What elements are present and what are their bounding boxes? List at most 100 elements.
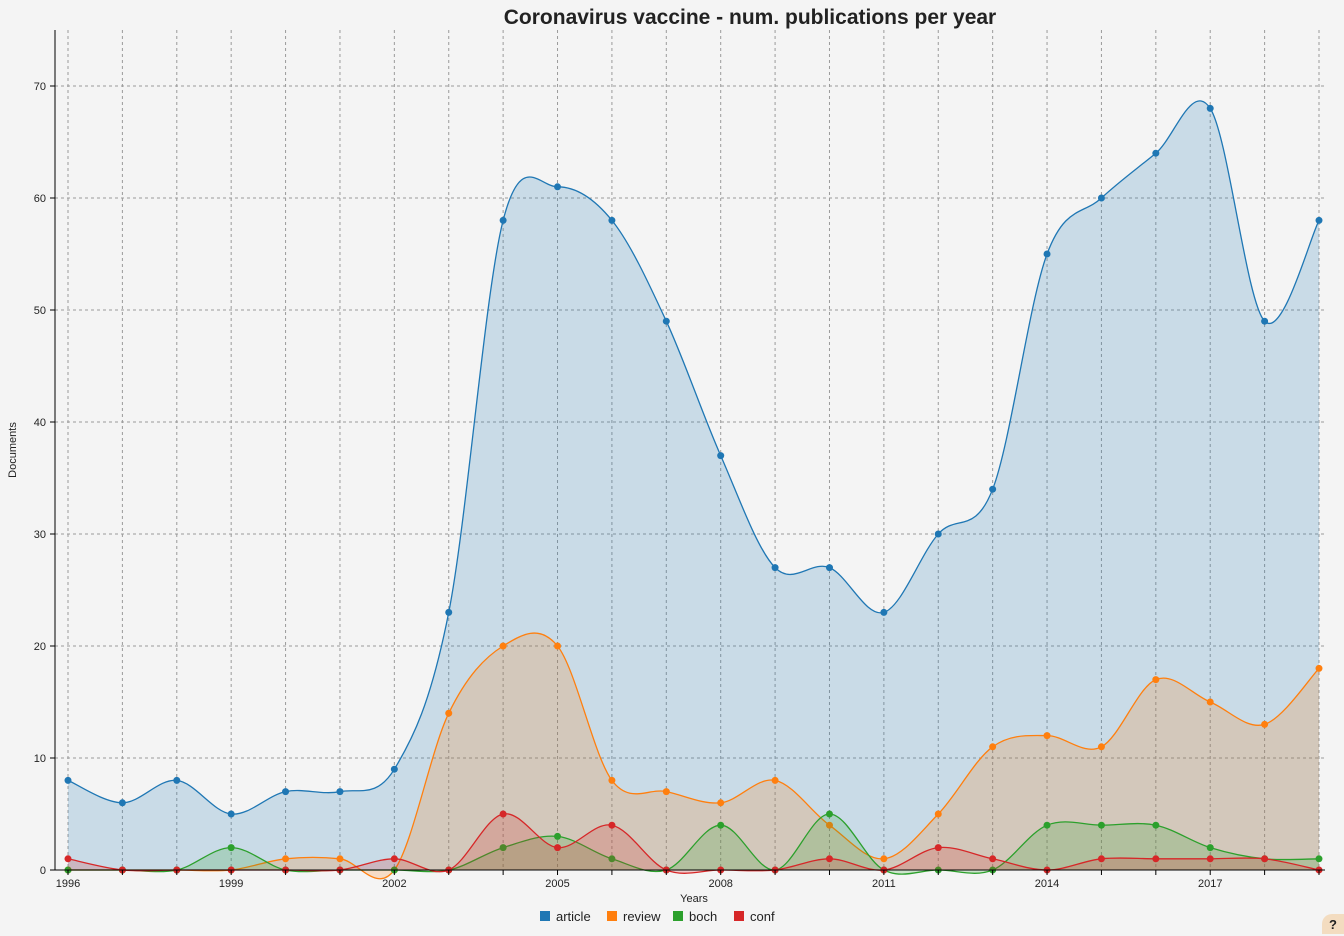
data-point-review[interactable] [608, 776, 616, 784]
help-button[interactable]: ? [1322, 914, 1344, 934]
series-layer [64, 100, 1323, 880]
ticks: 0 10 20 30 40 50 60 70 1996 1999 2002 2005 2008 2011 2… [34, 81, 1320, 890]
data-point-review[interactable] [880, 855, 888, 863]
series-area-review [68, 633, 1319, 879]
data-point-review[interactable] [1206, 698, 1214, 706]
data-point-boch[interactable] [608, 855, 616, 863]
data-point-article[interactable] [717, 452, 725, 460]
grid [55, 30, 1325, 870]
legend-item-boch[interactable]: boch [673, 909, 717, 924]
data-point-article[interactable] [445, 608, 453, 616]
series-line-article [67, 100, 1320, 815]
series-area-article [68, 100, 1319, 870]
x-tick-label: 2005 [545, 878, 569, 890]
data-point-article[interactable] [499, 216, 507, 224]
y-tick-label: 20 [34, 641, 46, 653]
data-point-conf[interactable] [989, 855, 997, 863]
legend-label: review [623, 909, 661, 924]
data-point-article[interactable] [989, 485, 997, 493]
data-point-article[interactable] [1261, 317, 1269, 325]
data-point-boch[interactable] [717, 821, 725, 829]
data-point-review[interactable] [445, 709, 453, 717]
x-tick-label: 2002 [382, 878, 406, 890]
data-point-conf[interactable] [934, 844, 942, 852]
data-point-review[interactable] [1043, 732, 1051, 740]
x-tick-label: 2014 [1035, 878, 1059, 890]
data-point-conf[interactable] [390, 855, 398, 863]
data-point-review[interactable] [1152, 676, 1160, 684]
data-point-article[interactable] [662, 317, 670, 325]
data-point-boch[interactable] [1206, 844, 1214, 852]
data-point-boch[interactable] [825, 810, 833, 818]
data-point-boch[interactable] [1315, 855, 1323, 863]
data-point-boch[interactable] [499, 844, 507, 852]
data-point-article[interactable] [608, 216, 616, 224]
x-tick-label: 2017 [1198, 878, 1222, 890]
data-point-conf[interactable] [64, 855, 72, 863]
legend-item-article[interactable]: article [540, 909, 591, 924]
data-point-article[interactable] [64, 776, 72, 784]
data-point-conf[interactable] [825, 855, 833, 863]
data-point-conf[interactable] [608, 821, 616, 829]
y-tick-label: 0 [40, 865, 46, 877]
data-point-review[interactable] [499, 642, 507, 650]
series-area-conf [68, 813, 1319, 874]
data-point-review[interactable] [1315, 664, 1323, 672]
data-point-article[interactable] [173, 776, 181, 784]
data-point-article[interactable] [934, 530, 942, 538]
y-tick-label: 60 [34, 193, 46, 205]
data-point-boch[interactable] [554, 832, 562, 840]
data-point-article[interactable] [282, 788, 290, 796]
data-point-review[interactable] [717, 799, 725, 807]
data-point-review[interactable] [662, 788, 670, 796]
x-axis-title: Years [680, 893, 708, 905]
data-point-article[interactable] [771, 564, 779, 572]
legend-item-conf[interactable]: conf [734, 909, 775, 924]
data-point-review[interactable] [934, 810, 942, 818]
data-point-article[interactable] [1152, 149, 1160, 157]
data-point-article[interactable] [1043, 250, 1051, 258]
data-point-conf[interactable] [554, 844, 562, 852]
legend-swatch [673, 911, 683, 921]
data-point-review[interactable] [771, 776, 779, 784]
data-point-article[interactable] [1097, 194, 1105, 202]
legend-item-review[interactable]: review [607, 909, 661, 924]
data-point-article[interactable] [227, 810, 235, 818]
data-point-article[interactable] [1315, 216, 1323, 224]
data-point-boch[interactable] [1043, 821, 1051, 829]
legend-swatch [734, 911, 744, 921]
data-point-article[interactable] [825, 564, 833, 572]
x-tick-label: 1996 [56, 878, 80, 890]
data-point-review[interactable] [1097, 743, 1105, 751]
data-point-conf[interactable] [1206, 855, 1214, 863]
data-point-boch[interactable] [1097, 821, 1105, 829]
data-point-article[interactable] [390, 765, 398, 773]
data-point-article[interactable] [118, 799, 126, 807]
data-point-review[interactable] [282, 855, 290, 863]
chart-title: Coronavirus vaccine - num. publications … [504, 6, 996, 29]
data-point-review[interactable] [989, 743, 997, 751]
y-tick-label: 30 [34, 529, 46, 541]
data-point-article[interactable] [336, 788, 344, 796]
data-point-conf[interactable] [1097, 855, 1105, 863]
legend-label: article [556, 909, 591, 924]
data-point-review[interactable] [1261, 720, 1269, 728]
y-tick-label: 70 [34, 81, 46, 93]
data-point-boch[interactable] [227, 844, 235, 852]
data-point-conf[interactable] [1261, 855, 1269, 863]
data-point-conf[interactable] [1152, 855, 1160, 863]
data-point-review[interactable] [825, 821, 833, 829]
series-area-boch [68, 814, 1319, 875]
data-point-boch[interactable] [1152, 821, 1160, 829]
data-point-review[interactable] [336, 855, 344, 863]
legend-swatch [540, 911, 550, 921]
data-point-review[interactable] [554, 642, 562, 650]
y-tick-label: 10 [34, 753, 46, 765]
data-point-article[interactable] [554, 183, 562, 191]
data-point-conf[interactable] [499, 810, 507, 818]
data-point-article[interactable] [1206, 104, 1214, 112]
data-point-article[interactable] [880, 608, 888, 616]
legend-swatch [607, 911, 617, 921]
series-article [64, 100, 1323, 870]
